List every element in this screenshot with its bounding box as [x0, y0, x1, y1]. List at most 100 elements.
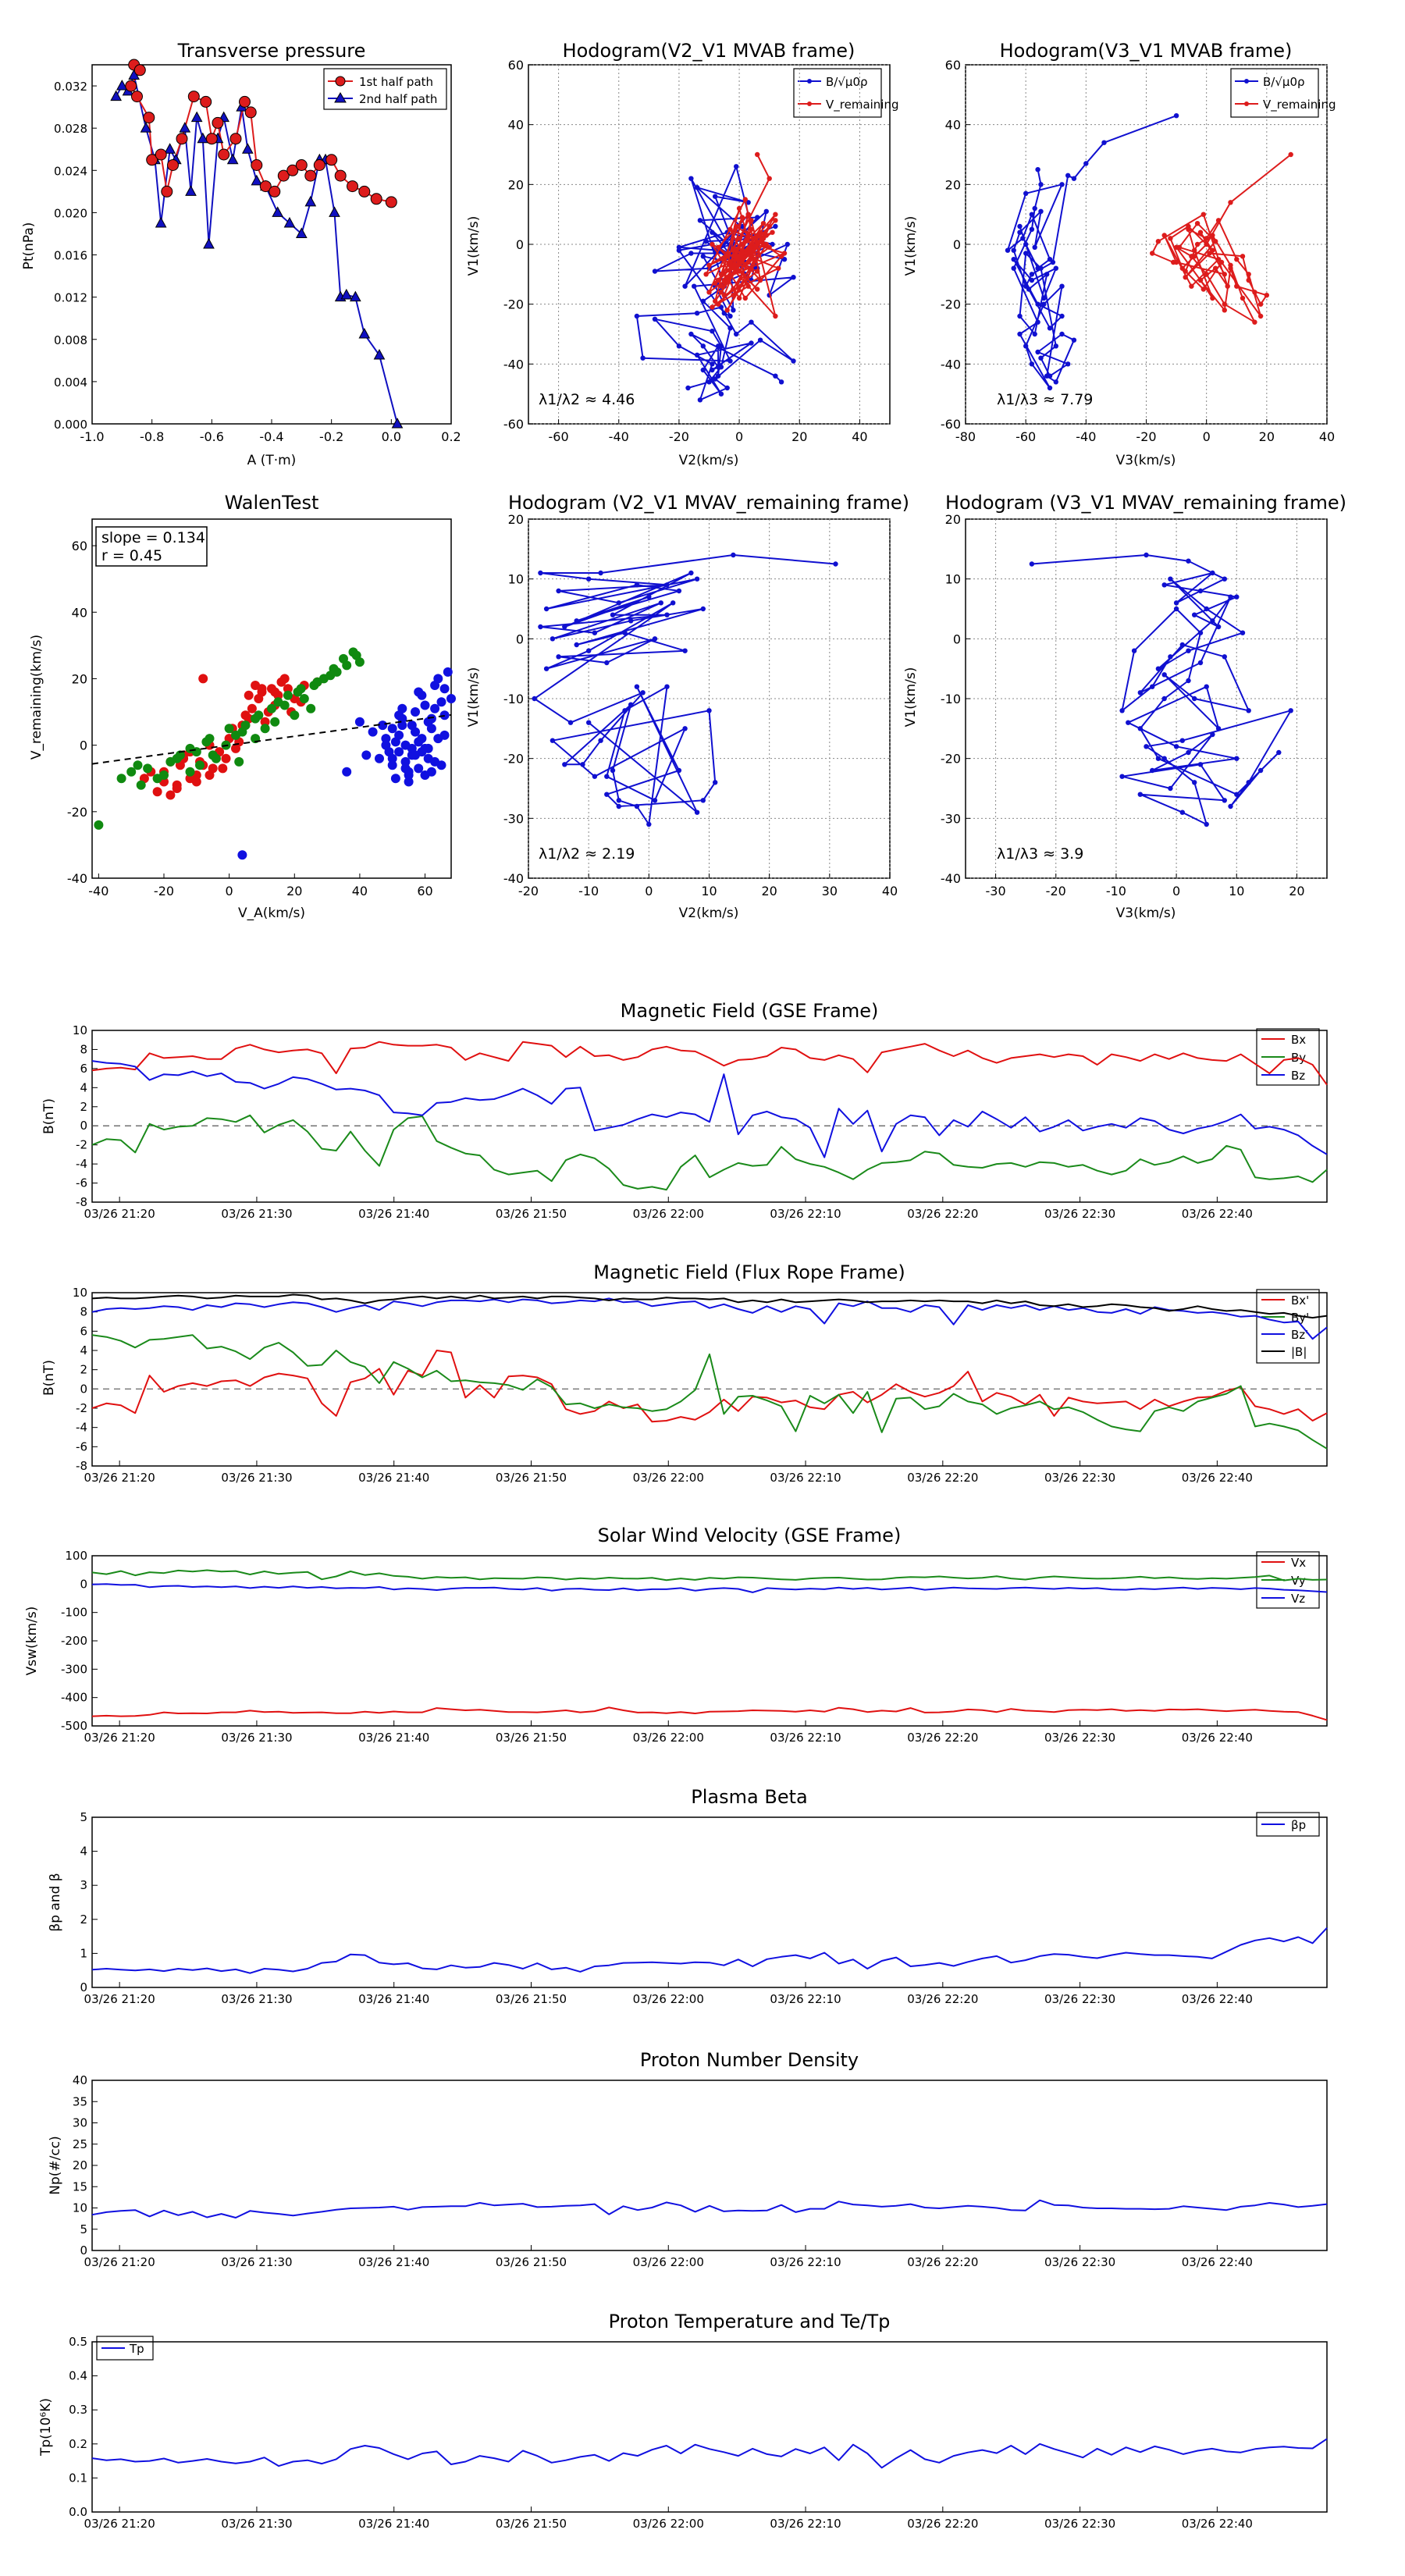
h4-series-0-point-48 [1276, 749, 1282, 756]
mag-fr-xtick-label-3: 03/26 21:50 [496, 1471, 567, 1485]
h2-series-0-point-2 [1083, 161, 1089, 166]
h2-series-1-point-42 [1240, 295, 1246, 301]
h3-ytick-label-1: -30 [503, 811, 524, 826]
tp-1st-half-point-15 [229, 133, 242, 145]
vsw-xtick-label-1: 03/26 21:30 [221, 1731, 292, 1745]
tp-2nd-half-point-27 [329, 206, 340, 217]
beta-xtick-label-5: 03/26 22:10 [770, 1992, 841, 2006]
mag-fr-ytick-label-5: 2 [80, 1363, 87, 1377]
beta-ytick-label-1: 1 [80, 1946, 87, 1960]
h2-series-0-point-16 [1029, 212, 1035, 217]
h3-series-0-point-56 [676, 767, 682, 774]
h4-series-0-point-20 [1179, 642, 1186, 648]
h2-series-1-point-35 [1257, 313, 1264, 319]
vsw-series-1-line [91, 1569, 1328, 1582]
mag-fr-ytick-label-3: -2 [76, 1401, 87, 1415]
h3-series-0-point-6 [556, 588, 561, 594]
h4-series-0-point-37 [1137, 792, 1144, 797]
walen-series-0-point-50 [257, 684, 267, 694]
h3-series-0-point-19 [592, 630, 598, 635]
walen-series-0-point-15 [244, 690, 254, 700]
tp-temperature-xtick-label-3: 03/26 21:50 [496, 2517, 567, 2531]
walen-series-2-point-58 [397, 720, 407, 731]
h2-series-1-point-32 [1215, 218, 1222, 223]
h2-series-1-point-18 [1207, 251, 1212, 256]
h4-series-0-point-51 [1137, 726, 1144, 731]
tp-2nd-half-point-13 [203, 237, 215, 249]
h4-series-0-point-28 [1173, 744, 1179, 749]
tp-ytick-label-5: 0.020 [54, 206, 87, 220]
h2-series-1-point-46 [1189, 254, 1194, 259]
tp-2nd-half-point-10 [185, 185, 197, 196]
mag-fr-ytick-label-6: 4 [80, 1343, 87, 1357]
h2-series-0-point-47 [1047, 385, 1053, 391]
legend-h1-label-2: V_remaining [826, 98, 899, 112]
vsw-xtick-label-0: 03/26 21:20 [84, 1731, 155, 1745]
h2-series-1-point-53 [1150, 251, 1155, 256]
h1-series-1-point-20 [706, 290, 712, 295]
walen-xtick-label-5: 60 [417, 884, 432, 898]
h3-series-0-point-4 [586, 576, 592, 582]
h3-series-0-point-22 [628, 618, 634, 624]
mag-fr-ytick-label-8: 8 [80, 1305, 87, 1319]
h1-series-1-point-60 [749, 218, 754, 223]
h3-xtick-label-0: -20 [518, 884, 539, 898]
h2-series-1-point-29 [1192, 247, 1197, 253]
h1-series-1-point-56 [731, 293, 736, 298]
h2-series-1-point-33 [1234, 257, 1240, 262]
vsw-xtick-label-3: 03/26 21:50 [496, 1731, 567, 1745]
h3-series-0-point-48 [682, 726, 688, 731]
tp-2nd-half-point-6 [155, 216, 167, 228]
h3-series-0-point-38 [562, 762, 567, 767]
h1-series-0-point-77 [694, 352, 700, 358]
h1-series-1-point-3 [724, 254, 730, 259]
ratio-annotation-h4: λ1/λ3 ≈ 3.9 [997, 845, 1083, 863]
h2-series-1-point-19 [1240, 254, 1246, 259]
h1-series-0-point-64 [757, 337, 763, 343]
h3-series-0-point-31 [586, 648, 592, 653]
h1-series-0-point-68 [710, 361, 715, 367]
h4-xtick-label-2: -10 [1106, 884, 1126, 898]
legend-beta: βp [1256, 1812, 1320, 1837]
walen-xtick-label-4: 40 [352, 884, 368, 898]
h1-xtick-label-4: 20 [791, 429, 807, 444]
walen-series-2-point-13 [400, 756, 411, 767]
walen-series-1-point-2 [126, 767, 137, 777]
tp-1st-half-point-29 [358, 185, 371, 197]
h2-xtick-label-1: -60 [1016, 429, 1036, 444]
tp-ytick-label-0: 0.000 [54, 418, 87, 432]
tp-1st-half-point-6 [155, 148, 167, 161]
h1-series-1-point-57 [757, 229, 763, 235]
h2-series-1-point-8 [1197, 229, 1204, 235]
mag-gse-series-2-line [91, 1060, 1328, 1158]
h1-series-1-point-48 [718, 290, 724, 295]
h1-series-1-point-12 [749, 265, 754, 271]
h3-series-0-point-8 [694, 576, 700, 582]
beta-ytick-label-5: 5 [80, 1810, 87, 1824]
h4-series-0-point-13 [1240, 630, 1246, 635]
mag-gse-ytick-label-3: -2 [76, 1138, 87, 1152]
h1-series-1-point-53 [767, 223, 772, 229]
h1-series-0-point-8 [713, 194, 718, 199]
h3-ytick-label-4: 0 [516, 632, 524, 646]
tp-temperature-xtick-label-6: 03/26 22:20 [907, 2517, 978, 2531]
h3-series-0-point-27 [556, 654, 561, 660]
beta-series-0-line [91, 1927, 1328, 1974]
h1-series-1-point-28 [736, 205, 742, 212]
walen-series-1-point-42 [185, 743, 195, 753]
h1-series-0-point-73 [715, 373, 721, 379]
legend-bx: Bx [1291, 1033, 1306, 1047]
walen-series-0-point-21 [283, 684, 293, 694]
h1-series-1-point-68 [745, 212, 751, 217]
h1-series-1-point-26 [745, 251, 751, 256]
beta-xtick-label-4: 03/26 22:00 [633, 1992, 704, 2006]
walen-series-1-point-27 [133, 760, 143, 770]
tp-temperature-frame [91, 2341, 1328, 2513]
walen-ytick-label-3: 20 [72, 671, 87, 686]
h2-series-0-point-28 [1026, 286, 1032, 292]
ylabel-walen: V_remaining(km/s) [29, 635, 44, 760]
h1-series-0-point-66 [724, 385, 730, 391]
walen-series-1-point-38 [312, 677, 322, 687]
h2-series-0-point-12 [1059, 182, 1065, 187]
h2-series-0-point-44 [1041, 301, 1047, 307]
